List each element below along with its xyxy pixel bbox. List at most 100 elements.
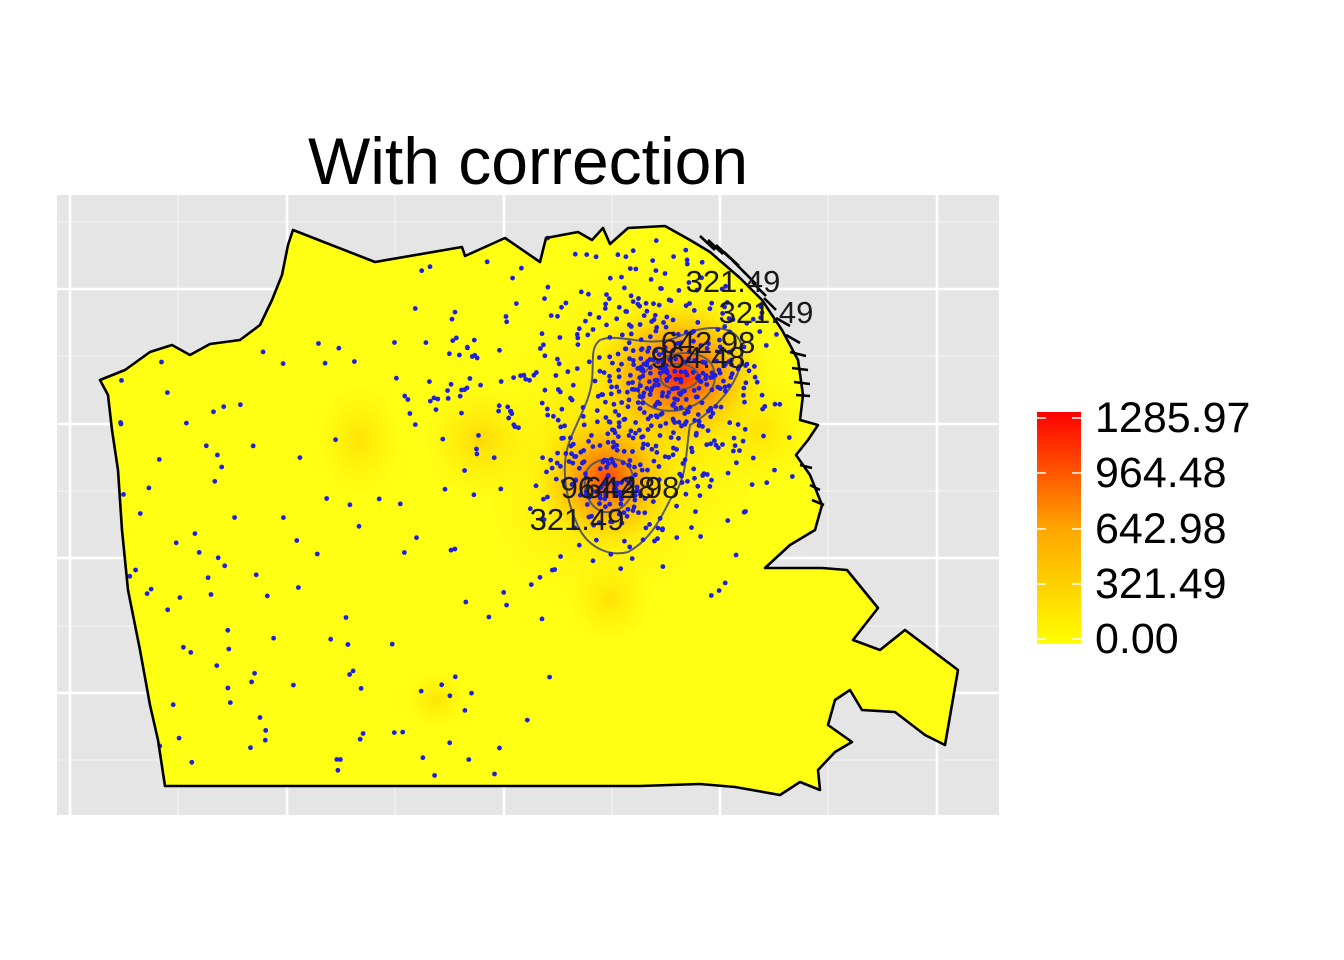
- crime-point: [463, 599, 469, 605]
- crime-point: [725, 518, 731, 523]
- crime-point: [548, 457, 554, 463]
- crime-point: [591, 522, 597, 528]
- crime-point: [666, 390, 672, 395]
- crime-point: [333, 437, 338, 443]
- crime-point: [645, 427, 651, 432]
- crime-point: [423, 340, 429, 345]
- crime-point: [491, 455, 497, 461]
- crime-point: [352, 359, 357, 364]
- crime-point: [176, 735, 182, 741]
- crime-point: [616, 511, 622, 517]
- crime-point: [464, 344, 470, 350]
- crime-point: [637, 322, 643, 327]
- crime-point: [170, 702, 176, 708]
- crime-point: [173, 540, 179, 546]
- crime-point: [547, 674, 552, 680]
- crime-point: [559, 304, 564, 310]
- crime-point: [551, 413, 556, 419]
- crime-point: [575, 342, 581, 347]
- crime-point: [596, 315, 602, 320]
- crime-point: [741, 344, 747, 350]
- crime-point: [683, 491, 689, 497]
- crime-point: [445, 388, 450, 393]
- crime-point: [392, 340, 397, 345]
- crime-point: [595, 419, 600, 425]
- crime-point: [620, 460, 626, 466]
- crime-point: [641, 410, 647, 415]
- crime-point: [627, 266, 633, 271]
- crime-point: [691, 308, 697, 313]
- crime-point: [597, 368, 603, 374]
- crime-point: [715, 327, 721, 332]
- crime-point: [708, 593, 714, 598]
- crime-point: [504, 602, 509, 608]
- crime-point: [693, 432, 699, 438]
- crime-point: [225, 685, 231, 691]
- crime-point: [450, 338, 456, 343]
- crime-point: [717, 344, 723, 350]
- crime-point: [440, 436, 446, 442]
- crime-point: [750, 455, 756, 461]
- crime-point: [660, 527, 665, 533]
- crime-point: [498, 486, 504, 492]
- crime-point: [280, 361, 286, 366]
- crime-point: [612, 489, 617, 494]
- crime-point: [607, 354, 613, 360]
- crime-point: [611, 401, 617, 407]
- crime-point: [616, 374, 622, 380]
- crime-point: [679, 480, 685, 485]
- crime-point: [215, 555, 221, 561]
- crime-point: [645, 416, 651, 422]
- crime-point: [427, 264, 433, 270]
- crime-point: [196, 550, 202, 555]
- crime-point: [698, 534, 703, 539]
- crime-point: [630, 358, 636, 363]
- crime-point: [574, 332, 580, 337]
- crime-point: [713, 404, 719, 409]
- crime-point: [746, 368, 752, 374]
- crime-point: [726, 383, 732, 389]
- crime-point: [759, 392, 765, 398]
- crime-point: [686, 280, 692, 285]
- legend-label: 964.48: [1095, 449, 1227, 497]
- crime-point: [662, 345, 668, 350]
- crime-point: [544, 469, 549, 475]
- crime-point: [587, 311, 593, 317]
- crime-point: [676, 419, 682, 425]
- crime-point: [726, 316, 732, 321]
- contour-label: 321.49: [530, 502, 625, 537]
- crime-point: [222, 563, 228, 569]
- crime-point: [474, 355, 480, 361]
- crime-point: [448, 547, 454, 553]
- crime-point: [632, 464, 637, 470]
- crime-point: [260, 349, 266, 355]
- crime-point: [706, 341, 711, 346]
- crime-point: [786, 435, 792, 440]
- crime-point: [704, 442, 710, 448]
- crime-point: [678, 405, 684, 410]
- crime-point: [648, 388, 654, 393]
- color-legend: 1285.97 964.48 642.98 321.49 0.00: [1037, 394, 1250, 663]
- crime-point: [263, 728, 269, 733]
- crime-point: [623, 309, 629, 314]
- crime-point: [553, 476, 559, 482]
- crime-point: [607, 378, 613, 384]
- crime-point: [584, 502, 590, 507]
- crime-point: [447, 693, 453, 699]
- crime-point: [705, 428, 711, 433]
- crime-point: [405, 397, 411, 402]
- crime-point: [616, 389, 622, 394]
- crime-point: [467, 376, 473, 381]
- crime-point: [601, 457, 607, 463]
- crime-point: [651, 458, 657, 464]
- crime-point: [710, 374, 715, 380]
- crime-point: [704, 346, 710, 351]
- crime-point: [471, 492, 477, 498]
- crime-point: [640, 445, 646, 451]
- crime-point: [580, 460, 585, 466]
- contour-label: 964.48: [651, 340, 746, 375]
- crime-point: [722, 304, 727, 310]
- contour-642-north: [637, 352, 716, 412]
- crime-point: [625, 404, 631, 410]
- crime-point: [696, 423, 702, 428]
